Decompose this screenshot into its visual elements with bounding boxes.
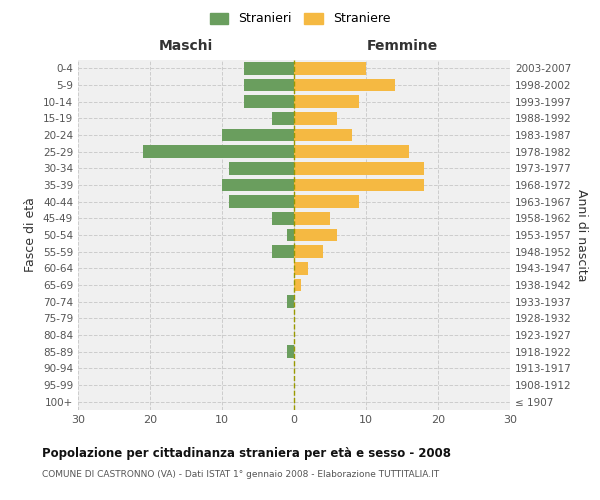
Bar bbox=[272, 212, 294, 224]
Bar bbox=[294, 229, 337, 241]
Bar bbox=[294, 162, 424, 174]
Legend: Stranieri, Straniere: Stranieri, Straniere bbox=[206, 8, 394, 29]
Bar bbox=[294, 179, 424, 192]
Bar bbox=[143, 146, 294, 158]
Bar bbox=[287, 296, 294, 308]
Bar bbox=[294, 129, 352, 141]
Bar bbox=[294, 112, 337, 124]
Bar bbox=[294, 79, 395, 92]
Text: COMUNE DI CASTRONNO (VA) - Dati ISTAT 1° gennaio 2008 - Elaborazione TUTTITALIA.: COMUNE DI CASTRONNO (VA) - Dati ISTAT 1°… bbox=[42, 470, 439, 479]
Bar bbox=[294, 262, 308, 274]
Bar bbox=[294, 212, 330, 224]
Bar bbox=[272, 112, 294, 124]
Bar bbox=[244, 62, 294, 74]
Bar bbox=[222, 129, 294, 141]
Bar bbox=[229, 162, 294, 174]
Bar bbox=[222, 179, 294, 192]
Bar bbox=[229, 196, 294, 208]
Bar bbox=[244, 79, 294, 92]
Bar bbox=[272, 246, 294, 258]
Bar bbox=[287, 346, 294, 358]
Bar bbox=[294, 246, 323, 258]
Bar bbox=[294, 279, 301, 291]
Text: Femmine: Femmine bbox=[367, 38, 437, 52]
Bar bbox=[294, 96, 359, 108]
Text: Maschi: Maschi bbox=[159, 38, 213, 52]
Bar bbox=[294, 196, 359, 208]
Text: Popolazione per cittadinanza straniera per età e sesso - 2008: Popolazione per cittadinanza straniera p… bbox=[42, 448, 451, 460]
Bar bbox=[287, 229, 294, 241]
Bar bbox=[294, 146, 409, 158]
Y-axis label: Fasce di età: Fasce di età bbox=[25, 198, 37, 272]
Y-axis label: Anni di nascita: Anni di nascita bbox=[575, 188, 588, 281]
Bar bbox=[294, 62, 366, 74]
Bar bbox=[244, 96, 294, 108]
